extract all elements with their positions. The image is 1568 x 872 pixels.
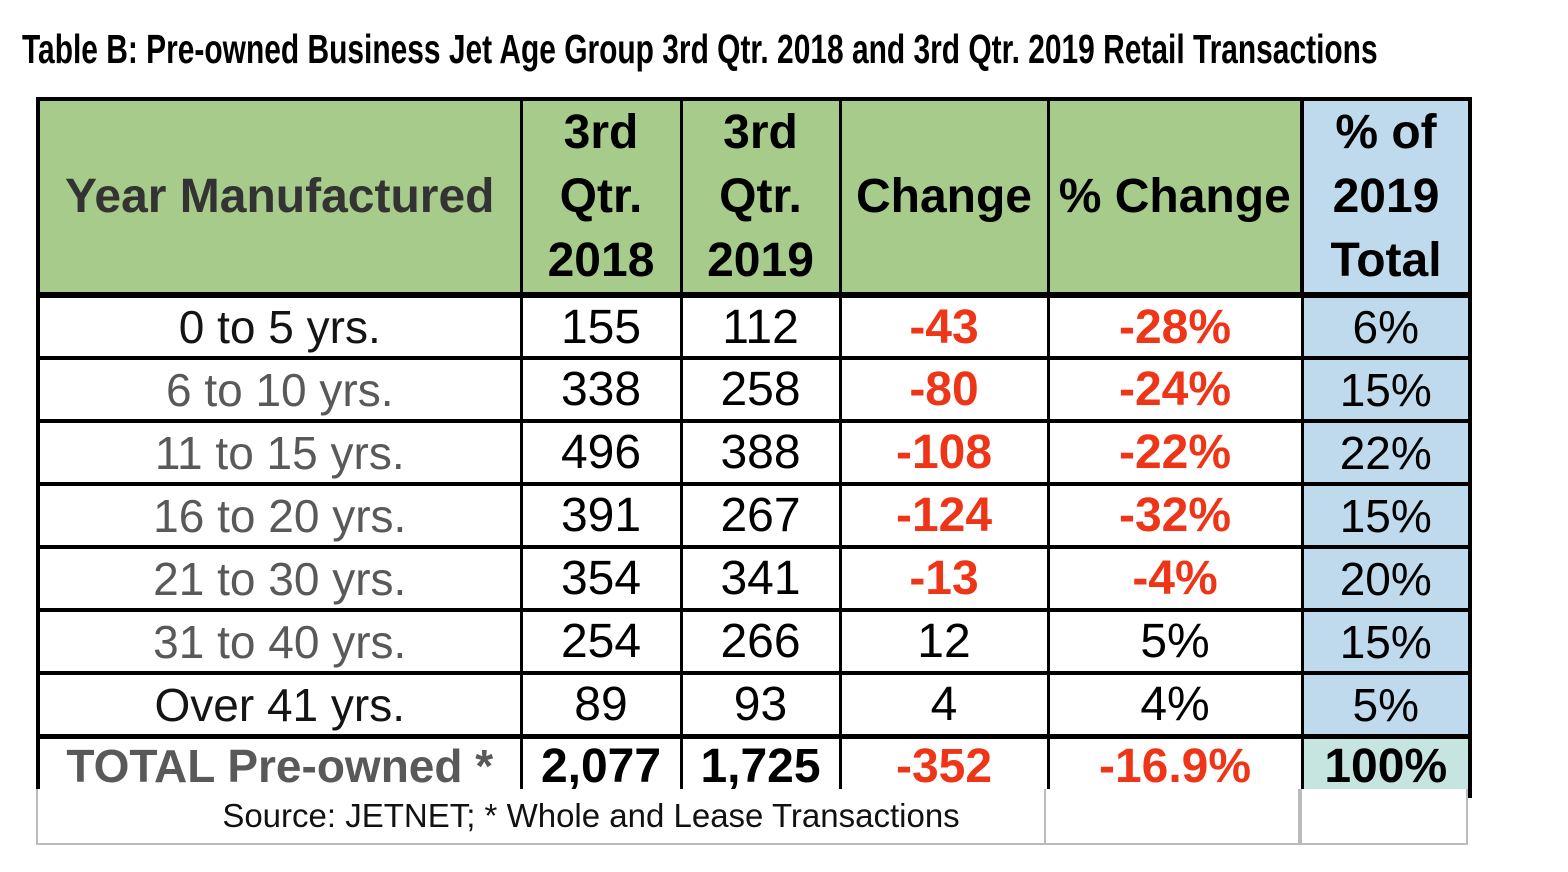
- q3-2019-value: 341: [679, 545, 842, 613]
- total-q3-2018-value: 2,077: [519, 734, 683, 798]
- total-pct-change-value: -16.9%: [1046, 734, 1304, 798]
- table-row-0-5-yrs: 0 to 5 yrs. 155 112 -43 -28% 6%: [36, 293, 1472, 361]
- pct-of-total-value: 15%: [1300, 356, 1472, 424]
- total-change-value: -352: [838, 734, 1050, 798]
- pct-change-value: 4%: [1046, 671, 1304, 739]
- change-value: -43: [838, 293, 1050, 361]
- pct-change-value: 5%: [1046, 608, 1304, 676]
- q3-2018-value: 155: [519, 293, 683, 361]
- source-row-empty-cell: [1300, 789, 1468, 845]
- total-label: TOTAL Pre-owned *: [36, 734, 523, 798]
- q3-2019-value: 112: [679, 293, 842, 361]
- table-row-6-10-yrs: 6 to 10 yrs. 338 258 -80 -24% 15%: [36, 356, 1472, 424]
- age-group-label: 31 to 40 yrs.: [36, 608, 523, 676]
- q3-2018-value: 89: [519, 671, 683, 739]
- q3-2018-value: 354: [519, 545, 683, 613]
- pct-of-total-value: 22%: [1300, 419, 1472, 487]
- pct-of-total-value: 5%: [1300, 671, 1472, 739]
- age-group-label: Over 41 yrs.: [36, 671, 523, 739]
- pct-of-total-value: 15%: [1300, 608, 1472, 676]
- change-value: -80: [838, 356, 1050, 424]
- change-value: 4: [838, 671, 1050, 739]
- table-row-11-15-yrs: 11 to 15 yrs. 496 388 -108 -22% 22%: [36, 419, 1472, 487]
- total-pct-of-total-value: 100%: [1300, 734, 1472, 798]
- q3-2018-value: 496: [519, 419, 683, 487]
- source-note-row: Source: JETNET; * Whole and Lease Transa…: [36, 789, 1468, 845]
- pct-change-value: -32%: [1046, 482, 1304, 550]
- table-row-total: TOTAL Pre-owned * 2,077 1,725 -352 -16.9…: [36, 734, 1472, 798]
- pct-change-value: -24%: [1046, 356, 1304, 424]
- column-header-change: Change: [838, 96, 1050, 299]
- change-value: -108: [838, 419, 1050, 487]
- change-value: 12: [838, 608, 1050, 676]
- table-row-over-41-yrs: Over 41 yrs. 89 93 4 4% 5%: [36, 671, 1472, 739]
- pct-of-total-value: 6%: [1300, 293, 1472, 361]
- change-value: -124: [838, 482, 1050, 550]
- q3-2019-value: 93: [679, 671, 842, 739]
- table-row-31-40-yrs: 31 to 40 yrs. 254 266 12 5% 15%: [36, 608, 1472, 676]
- q3-2018-value: 391: [519, 482, 683, 550]
- age-group-label: 6 to 10 yrs.: [36, 356, 523, 424]
- q3-2019-value: 267: [679, 482, 842, 550]
- age-group-label: 0 to 5 yrs.: [36, 293, 523, 361]
- source-row-empty-cell: [1046, 789, 1300, 845]
- pct-change-value: -4%: [1046, 545, 1304, 613]
- age-group-label: 21 to 30 yrs.: [36, 545, 523, 613]
- column-header-q3-2018: 3rd Qtr. 2018: [519, 96, 683, 299]
- column-header-pct-of-2019-total: % of 2019 Total: [1300, 96, 1472, 299]
- q3-2018-value: 254: [519, 608, 683, 676]
- source-note: Source: JETNET; * Whole and Lease Transa…: [36, 789, 1046, 845]
- pct-of-total-value: 15%: [1300, 482, 1472, 550]
- column-header-year-manufactured: Year Manufactured: [36, 96, 523, 299]
- q3-2019-value: 388: [679, 419, 842, 487]
- pct-change-value: -22%: [1046, 419, 1304, 487]
- table-row-21-30-yrs: 21 to 30 yrs. 354 341 -13 -4% 20%: [36, 545, 1472, 613]
- header-row: Year Manufactured 3rd Qtr. 2018 3rd Qtr.…: [36, 96, 1472, 299]
- q3-2019-value: 258: [679, 356, 842, 424]
- pct-change-value: -28%: [1046, 293, 1304, 361]
- pct-of-total-value: 20%: [1300, 545, 1472, 613]
- total-q3-2019-value: 1,725: [679, 734, 842, 798]
- q3-2018-value: 338: [519, 356, 683, 424]
- jet-transactions-table: Year Manufactured 3rd Qtr. 2018 3rd Qtr.…: [36, 96, 1472, 798]
- q3-2019-value: 266: [679, 608, 842, 676]
- column-header-q3-2019: 3rd Qtr. 2019: [679, 96, 842, 299]
- age-group-label: 16 to 20 yrs.: [36, 482, 523, 550]
- age-group-label: 11 to 15 yrs.: [36, 419, 523, 487]
- column-header-pct-change: % Change: [1046, 96, 1304, 299]
- change-value: -13: [838, 545, 1050, 613]
- table-row-16-20-yrs: 16 to 20 yrs. 391 267 -124 -32% 15%: [36, 482, 1472, 550]
- table-title: Table B: Pre-owned Business Jet Age Grou…: [22, 26, 1378, 72]
